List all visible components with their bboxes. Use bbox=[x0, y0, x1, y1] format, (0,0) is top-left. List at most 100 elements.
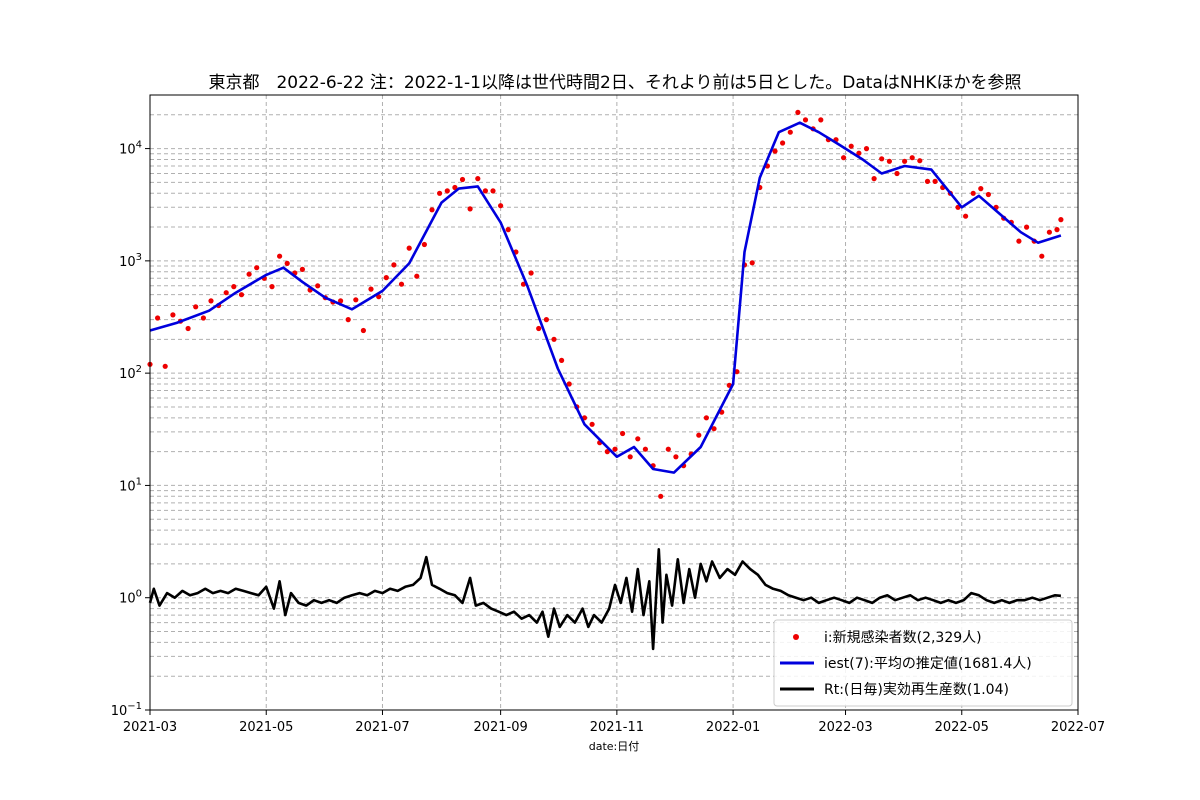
new-cases-point bbox=[155, 315, 161, 321]
new-cases-point bbox=[254, 265, 260, 271]
new-cases-point bbox=[818, 117, 824, 123]
new-cases-point bbox=[711, 426, 717, 432]
y-tick-label: 100 bbox=[119, 589, 142, 607]
new-cases-point bbox=[345, 317, 351, 323]
new-cases-point bbox=[200, 315, 206, 321]
estimate-line bbox=[149, 121, 1062, 474]
new-cases-point bbox=[932, 178, 938, 184]
new-cases-point bbox=[368, 286, 374, 292]
new-cases-point bbox=[452, 184, 458, 191]
new-cases-point bbox=[627, 454, 633, 460]
new-cases-point bbox=[223, 290, 229, 296]
new-cases-point bbox=[772, 148, 778, 154]
series-lines bbox=[148, 121, 1062, 651]
x-tick-label: 2022-01 bbox=[706, 720, 760, 735]
new-cases-point bbox=[398, 281, 405, 287]
legend-marker-points bbox=[793, 634, 799, 640]
x-tick-label: 2021-05 bbox=[239, 720, 293, 735]
y-tick-label: 10−1 bbox=[111, 701, 142, 719]
new-cases-point bbox=[437, 190, 443, 196]
new-cases-point bbox=[673, 454, 679, 460]
x-tick-label: 2021-09 bbox=[473, 720, 527, 735]
new-cases-point bbox=[734, 369, 740, 375]
new-cases-point bbox=[703, 415, 710, 421]
new-cases-point bbox=[459, 176, 466, 183]
new-cases-point bbox=[856, 150, 862, 156]
new-cases-point bbox=[383, 275, 389, 281]
x-tick-label: 2021-03 bbox=[123, 720, 177, 735]
rt-line bbox=[148, 548, 1062, 651]
new-cases-point bbox=[444, 188, 450, 194]
new-cases-point bbox=[269, 284, 275, 290]
new-cases-point bbox=[787, 129, 793, 135]
new-cases-point bbox=[277, 253, 283, 259]
new-cases-point bbox=[963, 213, 969, 219]
new-cases-point bbox=[924, 178, 931, 184]
new-cases-point bbox=[696, 432, 702, 438]
legend: i:新規感染者数(2,329人) iest(7):平均の推定値(1681.4人) R… bbox=[773, 619, 1073, 707]
legend-box bbox=[773, 619, 1073, 707]
new-cases-point bbox=[917, 158, 923, 164]
new-cases-point bbox=[902, 158, 908, 164]
new-cases-point bbox=[193, 304, 199, 310]
new-cases-point bbox=[658, 493, 664, 499]
new-cases-point bbox=[566, 381, 572, 387]
new-cases-point bbox=[642, 446, 649, 452]
x-axis: 2021-03 2021-05 2021-07 2021-09 2021-11 2022-… bbox=[123, 710, 1105, 735]
new-cases-point bbox=[429, 207, 435, 213]
x-tick-label: 2022-03 bbox=[818, 720, 872, 735]
new-cases-point bbox=[894, 170, 900, 177]
x-tick-label: 2022-05 bbox=[935, 720, 989, 735]
new-cases-point bbox=[1039, 253, 1045, 259]
new-cases-point bbox=[780, 140, 786, 146]
new-cases-point bbox=[1058, 217, 1064, 223]
grid bbox=[149, 94, 1079, 711]
y-tick-label: 104 bbox=[119, 140, 142, 158]
new-cases-point bbox=[1054, 227, 1060, 233]
new-cases-point bbox=[795, 109, 801, 115]
new-cases-point bbox=[414, 273, 420, 279]
new-cases-point bbox=[1024, 224, 1030, 230]
new-cases-point bbox=[551, 336, 557, 342]
new-cases-point bbox=[360, 327, 366, 334]
new-cases-point bbox=[1016, 238, 1022, 244]
new-cases-point bbox=[498, 203, 504, 209]
new-cases-point bbox=[635, 436, 641, 442]
x-axis-label: date:日付 bbox=[589, 740, 640, 753]
y-axis: 10−1 100 101 102 103 104 bbox=[111, 140, 150, 719]
new-cases-point bbox=[978, 186, 984, 192]
new-cases-point bbox=[802, 117, 809, 123]
new-cases-point bbox=[391, 262, 397, 268]
new-cases-point bbox=[536, 325, 542, 332]
y-tick-label: 103 bbox=[119, 252, 142, 270]
new-cases-point bbox=[909, 155, 915, 161]
new-cases-point bbox=[238, 292, 245, 298]
x-tick-label: 2021-11 bbox=[590, 720, 644, 735]
new-cases-point bbox=[848, 143, 854, 149]
new-cases-point bbox=[246, 271, 252, 277]
new-cases-point bbox=[1046, 229, 1052, 235]
y-tick-label: 101 bbox=[119, 476, 142, 494]
y-tick-label: 102 bbox=[119, 364, 142, 382]
new-cases-point bbox=[475, 176, 481, 182]
new-cases-point bbox=[559, 357, 565, 363]
new-cases-point bbox=[543, 317, 550, 323]
legend-label: Rt:(日毎)実効再生産数(1.04) bbox=[824, 682, 1009, 698]
new-cases-point bbox=[299, 266, 305, 272]
new-cases-point bbox=[841, 155, 847, 161]
new-cases-point bbox=[231, 284, 237, 290]
new-cases-point bbox=[620, 430, 626, 437]
x-tick-label: 2021-07 bbox=[355, 720, 409, 735]
new-cases-point bbox=[749, 260, 755, 266]
new-cases-point bbox=[185, 325, 191, 332]
legend-label: iest(7):平均の推定値(1681.4人) bbox=[824, 656, 1032, 672]
new-cases-point bbox=[162, 363, 168, 369]
legend-label: i:新規感染者数(2,329人) bbox=[824, 629, 982, 646]
new-cases-point bbox=[871, 176, 877, 182]
new-cases-point bbox=[208, 298, 214, 304]
new-cases-point bbox=[879, 156, 885, 162]
new-cases-point bbox=[406, 245, 412, 251]
new-cases-point bbox=[315, 283, 321, 289]
new-cases-point bbox=[589, 421, 595, 427]
